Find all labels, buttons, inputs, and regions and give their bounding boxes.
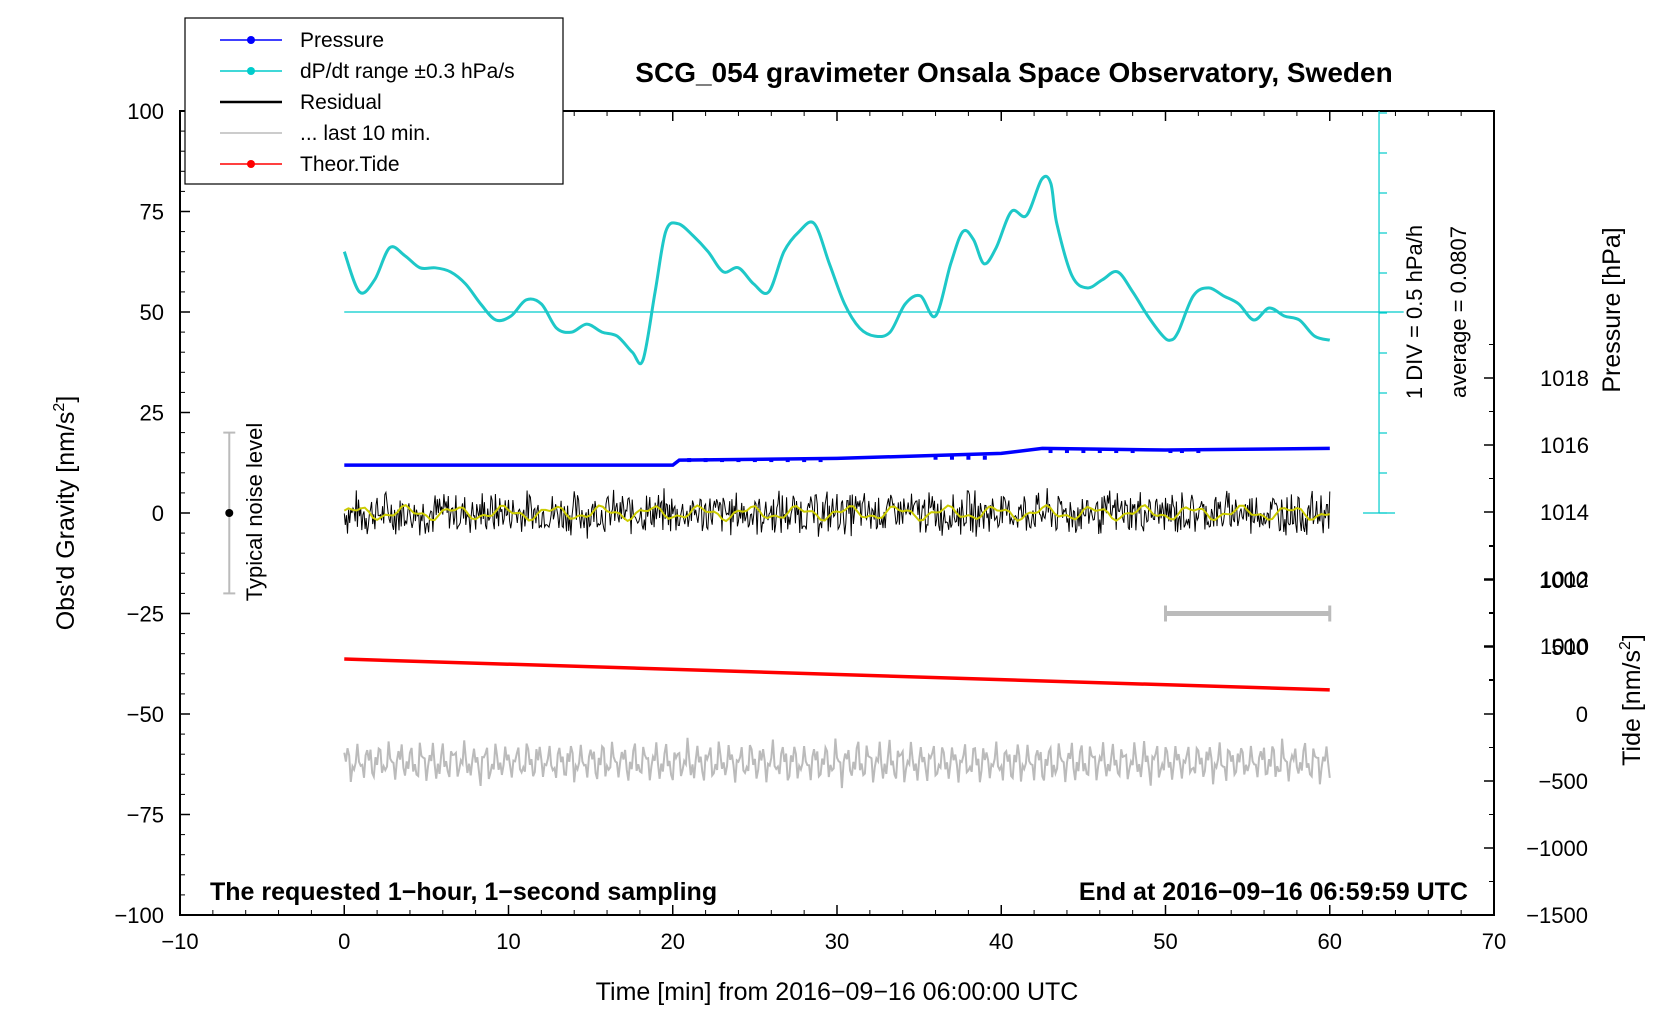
pressure-step-marker (1168, 449, 1173, 454)
last-10-min-series-line (343, 737, 1331, 789)
legend-label: ... last 10 min. (300, 122, 431, 145)
y-tick-label: −100 (114, 903, 164, 928)
legend-marker (247, 36, 255, 44)
pressure-step-marker (982, 455, 987, 460)
x-tick-label: 70 (1482, 929, 1506, 954)
tide-tick-label: −1000 (1526, 836, 1588, 861)
noise-level-label: Typical noise level (242, 423, 267, 602)
legend-label: Pressure (300, 29, 384, 52)
dpdt-scale-label: 1 DIV = 0.5 hPa/h (1402, 225, 1427, 399)
legend-label: dP/dt range ±0.3 hPa/s (300, 60, 515, 83)
pressure-step-marker (1179, 449, 1184, 454)
x-tick-label: 0 (338, 929, 350, 954)
bottom-left-note: The requested 1−hour, 1−second sampling (210, 878, 717, 906)
y-tick-label: 100 (127, 99, 164, 124)
x-tick-label: 30 (825, 929, 849, 954)
pressure-step-marker (802, 458, 807, 463)
dpdt-series-line (342, 174, 1331, 366)
tide-tick-label: 1000 (1539, 568, 1588, 593)
y-tick-label: 50 (140, 300, 164, 325)
y-tick-label: −25 (127, 602, 164, 627)
x-tick-label: 50 (1153, 929, 1177, 954)
pressure-step-marker (1097, 449, 1102, 454)
pressure-step-marker (703, 458, 708, 463)
x-tick-label: 60 (1318, 929, 1342, 954)
pressure-step-marker (769, 458, 774, 463)
y-tick-label: 75 (140, 200, 164, 225)
pressure-step-marker (966, 455, 971, 460)
pressure-step-marker (933, 455, 938, 460)
legend-marker (247, 160, 255, 168)
legend: Pressure dP/dt range ±0.3 hPa/s Residual..… (184, 17, 564, 185)
tide-tick-label: −1500 (1526, 903, 1588, 928)
bottom-right-note: End at 2016−09−16 06:59:59 UTC (1079, 878, 1468, 906)
chart-title: SCG_054 gravimeter Onsala Space Observat… (635, 57, 1392, 88)
pressure-step-marker (720, 458, 725, 463)
y-axis-label-tide: Tide [nm/s2] (1617, 634, 1646, 766)
pressure-step-marker (752, 458, 757, 463)
x-tick-label: 10 (496, 929, 520, 954)
x-axis-label: Time [min] from 2016−09−16 06:00:00 UTC (596, 978, 1079, 1006)
x-tick-label: 20 (661, 929, 685, 954)
noise-level-center-dot (225, 509, 234, 517)
pressure-tick-label: 1014 (1540, 500, 1589, 525)
pressure-step-marker (1130, 449, 1135, 454)
x-tick-label: 40 (989, 929, 1013, 954)
pressure-step-marker (1114, 449, 1119, 454)
y-tick-label: −75 (127, 803, 164, 828)
x-tick-label: −10 (161, 929, 198, 954)
pressure-step-marker (687, 458, 692, 463)
pressure-step-marker (949, 455, 954, 460)
residual-smoothed-line (343, 504, 1331, 523)
pressure-step-marker (818, 458, 823, 463)
y-tick-label: 25 (140, 401, 164, 426)
dpdt-average-label: average = 0.0807 (1446, 226, 1471, 398)
residual-series-line (343, 488, 1331, 539)
tide-tick-label: −500 (1538, 769, 1588, 794)
legend-label: Theor.Tide (300, 153, 400, 176)
legend-label: Residual (300, 91, 382, 114)
pressure-step-marker (785, 458, 790, 463)
legend-marker (247, 67, 255, 75)
pressure-tick-label: 1010 (1540, 634, 1589, 659)
y-tick-label: −50 (127, 702, 164, 727)
pressure-tick-label: 1018 (1540, 366, 1589, 391)
pressure-series-line (344, 446, 1330, 467)
pressure-step-marker (1064, 449, 1069, 454)
y-tick-label: 0 (152, 501, 164, 526)
pressure-step-marker (736, 458, 741, 463)
tide-series-line (344, 657, 1330, 692)
pressure-tick-label: 1016 (1540, 433, 1589, 458)
pressure-step-marker (1081, 449, 1086, 454)
tide-tick-label: 500 (1551, 635, 1588, 660)
pressure-step-marker (1196, 449, 1201, 454)
y-axis-label-pressure: Pressure [hPa] (1598, 227, 1626, 392)
y-axis-label-gravity: Obs'd Gravity [nm/s2] (51, 396, 80, 631)
tide-tick-label: 0 (1576, 702, 1588, 727)
pressure-tick-label: 1012 (1540, 567, 1589, 592)
plot-frame (179, 110, 1495, 916)
pressure-step-marker (1048, 449, 1053, 454)
